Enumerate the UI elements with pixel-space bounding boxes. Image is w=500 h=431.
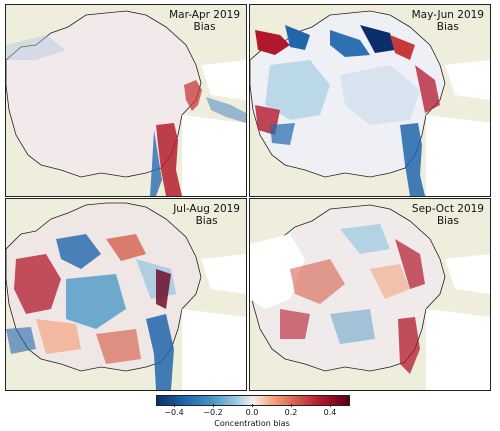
panel-period-jul-aug: Jul-Aug 2019 <box>173 203 240 215</box>
colorbar-tick <box>291 404 292 407</box>
colorbar-tick <box>174 404 175 407</box>
panel-period-mar-apr: Mar-Apr 2019 <box>169 9 240 21</box>
map-panel-mar-apr: Mar-Apr 2019 Bias <box>5 4 247 197</box>
panel-period-may-jun: May-Jun 2019 <box>411 9 484 21</box>
map-panel-jul-aug: Jul-Aug 2019 Bias <box>5 198 247 391</box>
colorbar-tick <box>330 404 331 407</box>
colorbar-tick-label: −0.2 <box>203 408 223 417</box>
colorbar <box>156 395 350 406</box>
colorbar-tick-label: 0.0 <box>245 408 259 417</box>
map-panel-may-jun: May-Jun 2019 Bias <box>249 4 491 197</box>
colorbar-tick-label: 0.2 <box>284 408 298 417</box>
panel-title-mar-apr: Mar-Apr 2019 Bias <box>169 9 240 33</box>
map-panel-sep-oct: Sep-Oct 2019 Bias <box>249 198 491 391</box>
colorbar-tick-label: 0.4 <box>323 408 337 417</box>
colorbar-tick <box>213 404 214 407</box>
colorbar-tick-label: −0.4 <box>164 408 184 417</box>
colorbar-label: Concentration bias <box>214 419 290 428</box>
map-svg-jul-aug <box>6 202 246 390</box>
panel-label-mar-apr: Bias <box>193 21 216 33</box>
panel-title-may-jun: May-Jun 2019 Bias <box>412 9 484 33</box>
map-svg-may-jun <box>250 10 490 196</box>
colorbar-tick <box>252 404 253 407</box>
panel-title-jul-aug: Jul-Aug 2019 Bias <box>173 203 240 227</box>
panel-period-sep-oct: Sep-Oct 2019 <box>411 203 484 215</box>
map-svg-sep-oct <box>250 204 490 390</box>
panel-label-jul-aug: Bias <box>195 215 218 227</box>
panel-title-sep-oct: Sep-Oct 2019 Bias <box>412 203 484 227</box>
panel-label-may-jun: Bias <box>436 21 459 33</box>
map-svg-mar-apr <box>6 10 246 196</box>
panel-label-sep-oct: Bias <box>436 215 459 227</box>
